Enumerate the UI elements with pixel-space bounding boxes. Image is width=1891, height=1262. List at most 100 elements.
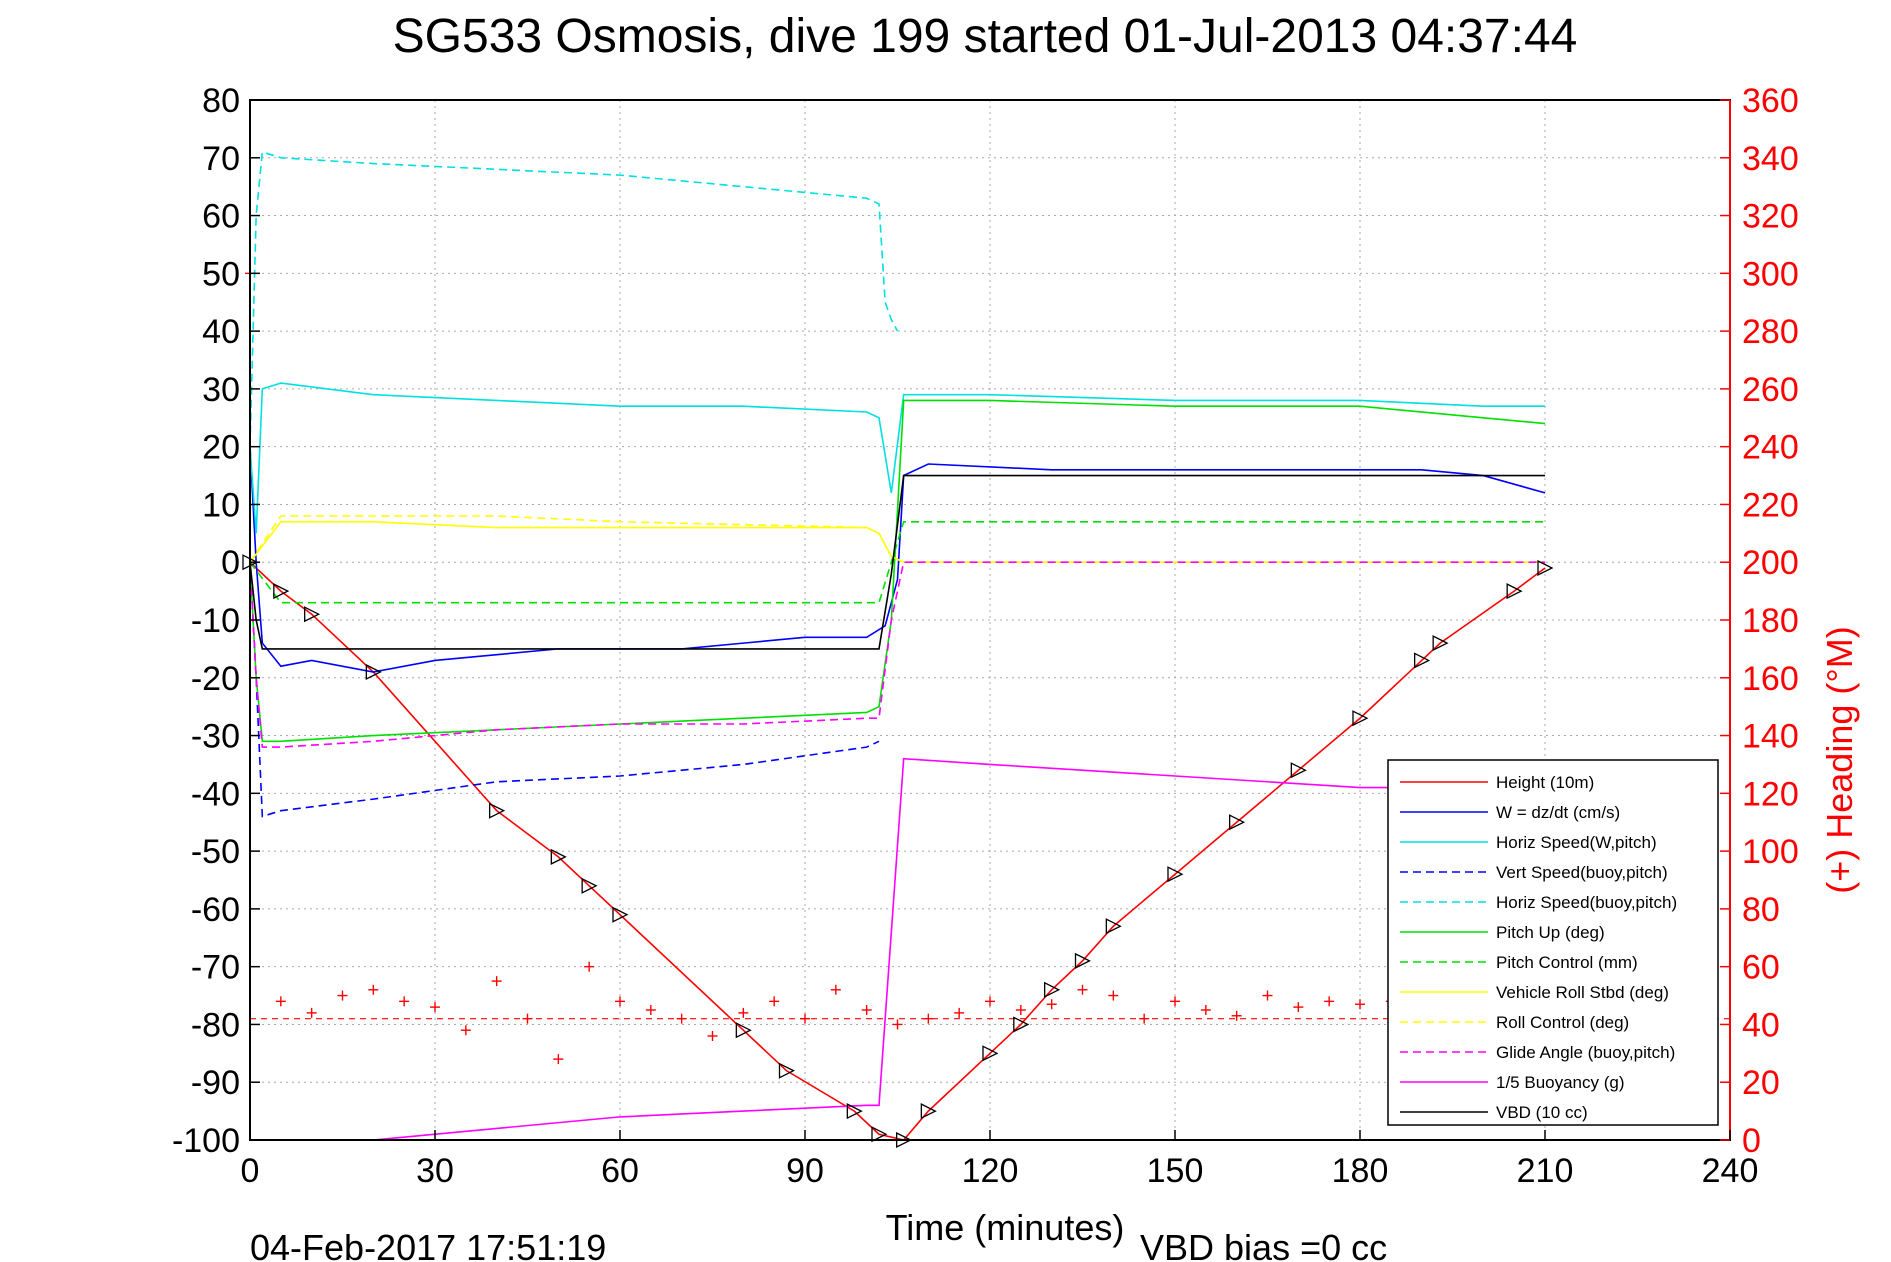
left-tick-label: -70 xyxy=(191,949,240,987)
height-marker-point xyxy=(1105,918,1122,935)
heading-marker-point xyxy=(399,996,410,1007)
legend-label-6: Pitch Control (mm) xyxy=(1496,953,1638,972)
right-tick-label: 240 xyxy=(1742,429,1799,467)
left-tick-label: -20 xyxy=(191,660,240,698)
height-marker-point xyxy=(1013,1016,1030,1033)
heading-marker-point xyxy=(861,1005,872,1015)
bottom-tick-label: 240 xyxy=(1702,1152,1759,1190)
legend-label-3: Vert Speed(buoy,pitch) xyxy=(1496,863,1668,882)
right-tick-label: 200 xyxy=(1742,544,1799,582)
footer-vbd-bias: VBD bias =0 cc xyxy=(1140,1227,1387,1262)
heading-marker-point xyxy=(954,1007,965,1018)
height-marker-point xyxy=(1352,710,1369,727)
bottom-tick-label: 210 xyxy=(1517,1152,1574,1190)
left-tick-label: -100 xyxy=(172,1122,240,1160)
right-axis-ticks: 3603403203002802602402202001801601401201… xyxy=(1720,82,1799,1160)
heading-marker-point xyxy=(645,1005,656,1015)
left-tick-label: 0 xyxy=(221,544,240,582)
heading-marker-point xyxy=(1077,984,1088,995)
height-marker-point xyxy=(846,1103,863,1120)
series-line-10 xyxy=(250,757,1545,1141)
heading-marker-point xyxy=(1170,996,1180,1007)
left-tick-label: -50 xyxy=(191,833,240,871)
series-line-1 xyxy=(249,446,1546,673)
heading-marker-point xyxy=(1262,990,1273,1001)
left-tick-label: -40 xyxy=(191,775,240,813)
height-marker-point xyxy=(1044,981,1061,998)
legend-label-5: Pitch Up (deg) xyxy=(1496,923,1605,942)
left-tick-label: -60 xyxy=(191,891,240,929)
legend-label-4: Horiz Speed(buoy,pitch) xyxy=(1496,893,1677,912)
heading-marker-point xyxy=(707,1031,718,1041)
series-line-0 xyxy=(249,561,1546,1141)
series-line-5 xyxy=(249,399,1546,743)
height-marker-point xyxy=(735,1022,752,1039)
series-line-8 xyxy=(249,515,1545,564)
left-tick-label: -10 xyxy=(191,602,240,640)
heading-marker-point xyxy=(522,1013,533,1024)
right-tick-label: 140 xyxy=(1742,718,1799,756)
heading-marker-point xyxy=(1355,999,1365,1010)
right-tick-label: 100 xyxy=(1742,833,1799,871)
right-tick-label: 320 xyxy=(1742,198,1799,236)
left-tick-label: 80 xyxy=(202,82,240,120)
legend-label-9: Glide Angle (buoy,pitch) xyxy=(1496,1043,1675,1062)
series-line-9 xyxy=(249,561,1545,748)
series-line-2 xyxy=(249,382,1545,534)
bottom-tick-label: 180 xyxy=(1332,1152,1389,1190)
heading-marker-point xyxy=(553,1054,564,1065)
right-tick-label: 220 xyxy=(1742,486,1799,524)
height-marker-point xyxy=(612,906,629,923)
height-marker-point xyxy=(1414,652,1431,669)
heading-marker-point xyxy=(1046,999,1057,1010)
heading-marker-point xyxy=(1324,996,1335,1007)
heading-marker-point xyxy=(738,1007,749,1018)
height-marker-point xyxy=(1432,635,1449,652)
bottom-tick-label: 60 xyxy=(601,1152,639,1190)
left-tick-label: 70 xyxy=(202,140,240,178)
left-tick-label: 40 xyxy=(202,313,240,351)
height-marker-point xyxy=(920,1103,937,1120)
grid-lines xyxy=(250,100,1730,1140)
heading-marker-point xyxy=(676,1013,687,1024)
right-tick-label: 40 xyxy=(1742,1006,1780,1044)
heading-marker-point xyxy=(985,996,995,1007)
legend-label-11: VBD (10 cc) xyxy=(1496,1103,1588,1122)
right-tick-label: 340 xyxy=(1742,140,1799,178)
right-tick-label: 80 xyxy=(1742,891,1780,929)
left-tick-label: 20 xyxy=(202,429,240,467)
bottom-tick-label: 150 xyxy=(1147,1152,1204,1190)
right-tick-label: 120 xyxy=(1742,775,1799,813)
height-marker-point xyxy=(304,606,321,623)
footer-timestamp: 04-Feb-2017 17:51:19 xyxy=(250,1227,606,1262)
height-marker-point xyxy=(581,877,598,894)
right-tick-label: 60 xyxy=(1742,949,1780,987)
height-marker-point xyxy=(1506,583,1523,600)
heading-marker-point xyxy=(584,961,595,972)
chart-title: SG533 Osmosis, dive 199 started 01-Jul-2… xyxy=(393,10,1578,63)
left-tick-label: 30 xyxy=(202,371,240,409)
series-line-11 xyxy=(249,474,1545,650)
right-tick-label: 300 xyxy=(1742,255,1799,293)
series-line-3 xyxy=(249,562,880,818)
heading-marker-point xyxy=(275,996,286,1007)
height-markers xyxy=(242,554,1554,1149)
height-marker-point xyxy=(273,583,290,600)
legend-box xyxy=(1387,759,1719,1126)
right-tick-label: 280 xyxy=(1742,313,1799,351)
heading-marker-point xyxy=(337,990,348,1001)
heading-marker-point xyxy=(1139,1013,1150,1024)
heading-marker-point xyxy=(769,996,780,1007)
heading-marker-point xyxy=(1015,1005,1026,1015)
x-axis-label: Time (minutes) xyxy=(886,1207,1125,1248)
legend-label-7: Vehicle Roll Stbd (deg) xyxy=(1496,983,1669,1002)
height-marker-point xyxy=(365,663,382,681)
heading-marker-point xyxy=(306,1007,317,1018)
bottom-axis-ticks: 0 30 60 90 120 150 180 210 240 xyxy=(241,1130,1759,1190)
height-marker-point xyxy=(1290,762,1307,779)
left-tick-label: -30 xyxy=(191,718,240,756)
heading-marker-point xyxy=(892,1019,903,1030)
left-tick-label: 10 xyxy=(202,486,240,524)
height-marker-point xyxy=(550,848,567,865)
